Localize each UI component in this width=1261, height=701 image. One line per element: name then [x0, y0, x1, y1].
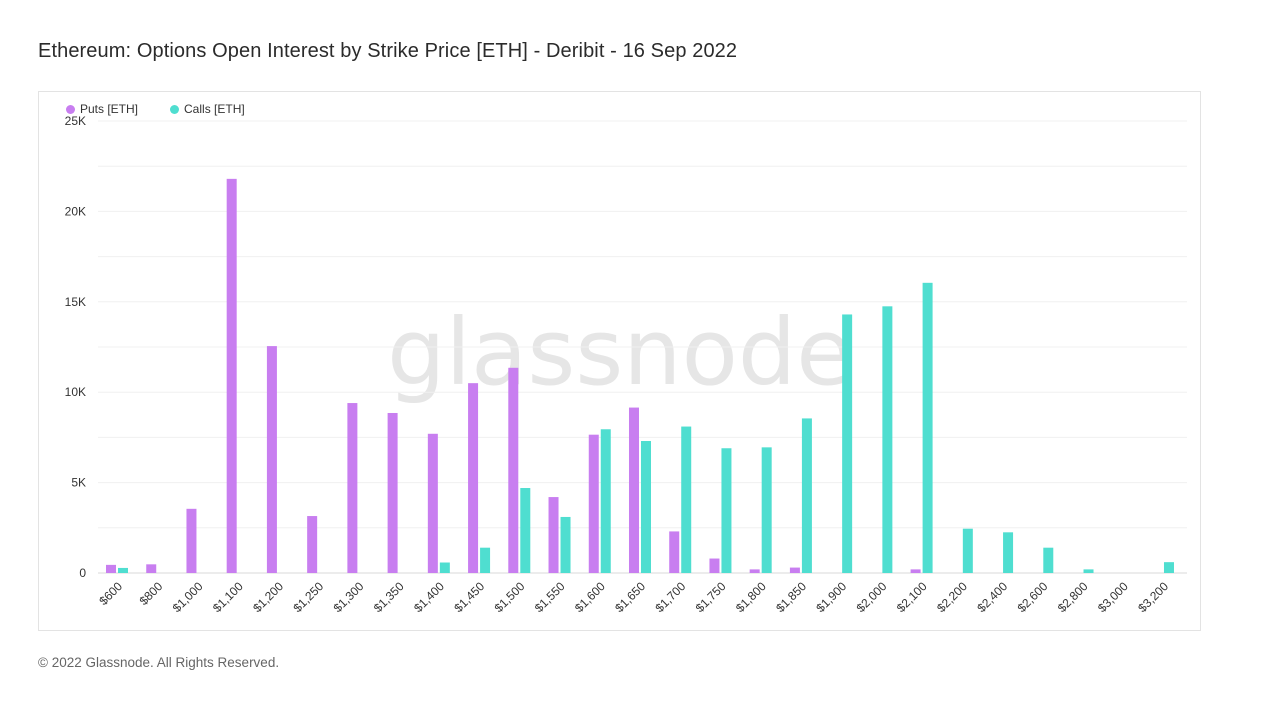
x-tick-label: $800 [137, 579, 166, 608]
y-tick-label: 5K [71, 476, 86, 490]
x-tick-label: $1,100 [210, 579, 246, 615]
bar-calls [801, 418, 812, 573]
legend-item-puts[interactable]: Puts [ETH] [66, 102, 138, 116]
bar-calls [439, 562, 450, 573]
x-tick-label: $3,000 [1095, 579, 1131, 615]
legend-label-puts: Puts [ETH] [80, 102, 139, 116]
x-tick-label: $1,300 [331, 579, 367, 615]
bar-puts [106, 564, 116, 573]
bar-calls [721, 448, 732, 573]
x-tick-label: $1,450 [451, 579, 487, 615]
x-tick-label: $1,250 [290, 579, 326, 615]
bar-calls [842, 314, 853, 573]
bar-calls [480, 547, 491, 573]
bar-calls [600, 429, 611, 573]
bar-puts [387, 412, 398, 573]
x-tick-label: $1,750 [693, 579, 729, 615]
copyright-footer: © 2022 Glassnode. All Rights Reserved. [38, 655, 280, 670]
y-tick-label: 25K [65, 114, 86, 128]
x-tick-label: $2,200 [934, 579, 970, 615]
bar-calls [1003, 532, 1014, 573]
x-tick-label: $1,500 [492, 579, 528, 615]
chart-panel [38, 91, 1201, 631]
x-tick-label: $2,800 [1055, 579, 1091, 615]
bar-calls [962, 528, 973, 573]
watermark-text: glassnode [387, 299, 853, 406]
bar-calls [1163, 562, 1174, 573]
x-tick-label: $1,900 [813, 579, 849, 615]
bar-puts [266, 346, 277, 573]
x-tick-label: $1,600 [572, 579, 608, 615]
bar-calls [118, 567, 128, 573]
bar-puts [789, 567, 800, 573]
bar-puts [468, 383, 479, 573]
y-tick-label: 15K [65, 295, 86, 309]
legend-item-calls[interactable]: Calls [ETH] [170, 102, 245, 116]
bar-calls [1083, 569, 1094, 573]
bar-calls [882, 306, 893, 573]
bar-puts [628, 407, 639, 573]
x-tick-label: $1,350 [371, 579, 407, 615]
x-tick-label: $2,100 [894, 579, 930, 615]
bar-puts [910, 569, 921, 573]
legend-swatch-puts [66, 104, 75, 114]
x-tick-label: $1,850 [773, 579, 809, 615]
legend-label-calls: Calls [ETH] [184, 102, 245, 116]
y-tick-label: 10K [65, 385, 86, 399]
bar-puts [749, 569, 760, 573]
x-tick-label: $1,200 [250, 579, 286, 615]
x-tick-label: $2,400 [974, 579, 1010, 615]
chart-title: Ethereum: Options Open Interest by Strik… [38, 40, 738, 62]
x-tick-label: $2,600 [1015, 579, 1051, 615]
bar-puts [508, 367, 519, 573]
bar-calls [560, 516, 571, 573]
bar-calls [640, 441, 651, 573]
x-tick-label: $1,700 [652, 579, 688, 615]
bar-puts [548, 497, 559, 573]
y-tick-label: 20K [65, 204, 86, 218]
bar-calls [922, 282, 933, 573]
bar-puts [146, 564, 157, 573]
x-tick-label: $1,400 [411, 579, 447, 615]
bar-puts [709, 558, 720, 573]
bar-puts [427, 433, 438, 573]
bar-puts [588, 434, 599, 573]
bar-calls [1043, 547, 1054, 573]
bar-calls [520, 488, 531, 573]
x-tick-label: $1,550 [532, 579, 568, 615]
bar-calls [761, 447, 772, 573]
x-tick-label: $1,000 [170, 579, 206, 615]
legend-swatch-calls [170, 104, 180, 114]
x-tick-label: $2,000 [854, 579, 890, 615]
x-tick-label: $1,800 [733, 579, 769, 615]
chart-legend: Puts [ETH] Calls [ETH] [66, 102, 245, 116]
y-tick-label: 0 [79, 566, 86, 580]
bar-puts [186, 508, 197, 573]
x-tick-label: $3,200 [1135, 579, 1171, 615]
bar-puts [307, 516, 318, 573]
bar-puts [226, 178, 237, 573]
bar-puts [347, 403, 358, 573]
x-tick-label: $600 [96, 579, 125, 608]
bar-calls [681, 426, 692, 573]
bar-puts [669, 531, 680, 573]
x-tick-label: $1,650 [612, 579, 648, 615]
